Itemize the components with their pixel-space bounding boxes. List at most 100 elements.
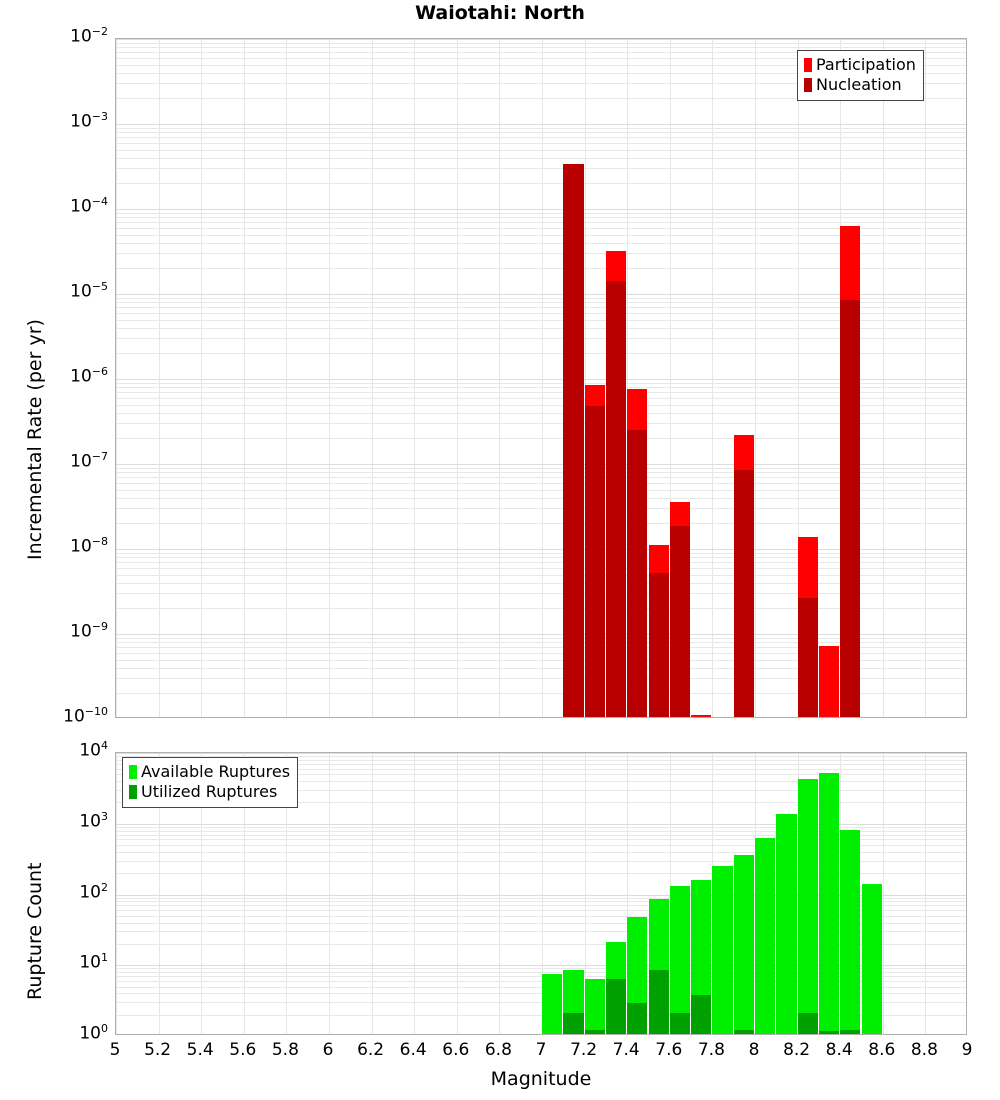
x-tick-label: 8 <box>748 1040 760 1060</box>
legend-label: Utilized Ruptures <box>141 782 278 801</box>
legend-entry[interactable]: Participation <box>804 55 916 75</box>
legend-entry[interactable]: Available Ruptures <box>129 762 290 782</box>
legend-entry[interactable]: Utilized Ruptures <box>129 782 290 802</box>
x-tick-label: 7.8 <box>697 1040 725 1060</box>
bar <box>861 753 882 1034</box>
bar <box>669 39 691 717</box>
bar <box>691 753 712 1034</box>
x-tick-label: 6.2 <box>357 1040 385 1060</box>
bar-segment-available-ruptures <box>861 884 882 1034</box>
bar-segment-nucleation <box>563 164 584 717</box>
x-tick-label: 8.8 <box>910 1040 938 1060</box>
x-tick-label: 7 <box>535 1040 547 1060</box>
x-tick-label: 5 <box>109 1040 121 1060</box>
bar <box>840 753 861 1034</box>
top-y-axis-label: Incremental Rate (per yr) <box>24 319 46 560</box>
bar-segment-available-ruptures <box>584 978 605 1034</box>
y-tick-label: 102 <box>79 880 108 903</box>
x-tick-label: 6.6 <box>442 1040 470 1060</box>
y-tick-label: 10−10 <box>63 705 108 727</box>
y-tick-label: 10−4 <box>70 195 108 217</box>
bar-segment-available-ruptures <box>712 865 733 1034</box>
bar-segment-nucleation <box>627 429 648 717</box>
bar <box>648 753 669 1034</box>
y-tick-label: 10−3 <box>70 110 108 132</box>
y-tick-label: 10−2 <box>70 25 108 47</box>
bar <box>648 39 669 717</box>
legend-swatch-icon <box>129 765 137 779</box>
top-legend: Participation Nucleation <box>797 50 924 101</box>
page-title: Waiotahi: North <box>415 2 585 24</box>
bar-segment-nucleation <box>648 572 669 717</box>
y-tick-label: 10−9 <box>70 620 108 642</box>
bar <box>818 39 840 717</box>
x-tick-label: 5.6 <box>229 1040 257 1060</box>
bar <box>542 753 563 1034</box>
bar-segment-utilized-ruptures <box>669 1012 691 1034</box>
legend-swatch-icon <box>804 78 812 92</box>
bar <box>797 39 818 717</box>
y-tick-label: 10−7 <box>70 450 108 472</box>
bar-segment-participation <box>691 715 712 717</box>
bar <box>563 753 584 1034</box>
legend-label: Available Ruptures <box>141 762 291 781</box>
x-tick-label: 6 <box>322 1040 334 1060</box>
bar <box>712 753 733 1034</box>
bar-segment-available-ruptures <box>733 854 754 1034</box>
bar-segment-available-ruptures <box>669 885 691 1034</box>
bar <box>627 39 648 717</box>
rupture-count-plot <box>115 752 967 1035</box>
bar-segment-utilized-ruptures <box>563 1012 584 1034</box>
x-tick-label: 6.8 <box>484 1040 512 1060</box>
bar <box>584 753 605 1034</box>
x-tick-label: 7.2 <box>570 1040 598 1060</box>
bar-segment-utilized-ruptures <box>691 994 712 1034</box>
bar-segment-utilized-ruptures <box>840 1029 861 1034</box>
bar <box>733 753 754 1034</box>
bar <box>755 753 776 1034</box>
x-axis-label: Magnitude <box>490 1068 592 1090</box>
bar <box>584 39 605 717</box>
legend-swatch-icon <box>804 58 812 72</box>
bar-segment-participation <box>818 646 840 717</box>
bar <box>563 39 584 717</box>
bar-segment-available-ruptures <box>818 772 840 1034</box>
y-tick-label: 10−6 <box>70 365 108 387</box>
bar <box>733 39 754 717</box>
x-tick-label: 9 <box>961 1040 973 1060</box>
bar-segment-available-ruptures <box>776 813 797 1034</box>
legend-swatch-icon <box>129 785 137 799</box>
y-tick-label: 100 <box>79 1022 108 1044</box>
bar <box>669 753 691 1034</box>
y-tick-label: 104 <box>79 739 108 761</box>
bar-segment-nucleation <box>584 405 605 717</box>
y-tick-label: 103 <box>79 809 108 832</box>
x-tick-label: 8.6 <box>868 1040 896 1060</box>
bar-segment-nucleation <box>605 280 627 717</box>
x-tick-label: 5.2 <box>144 1040 172 1060</box>
bar-segment-available-ruptures <box>755 838 776 1034</box>
bottom-legend: Available Ruptures Utilized Ruptures <box>122 757 299 808</box>
incremental-rate-plot <box>115 38 967 718</box>
legend-entry[interactable]: Nucleation <box>804 75 916 95</box>
x-tick-label: 5.4 <box>186 1040 214 1060</box>
bar <box>797 753 818 1034</box>
bar-segment-utilized-ruptures <box>584 1029 605 1034</box>
bar-segment-available-ruptures <box>542 974 563 1034</box>
legend-label: Participation <box>816 55 916 74</box>
bar <box>605 39 627 717</box>
bottom-bar-series <box>116 753 966 1034</box>
bar-segment-utilized-ruptures <box>605 978 627 1034</box>
x-tick-label: 7.4 <box>612 1040 640 1060</box>
bar-segment-utilized-ruptures <box>797 1012 818 1034</box>
y-tick-label: 10−8 <box>70 535 108 557</box>
y-tick-label: 10−5 <box>70 280 108 302</box>
x-tick-label: 8.2 <box>783 1040 811 1060</box>
bar <box>627 753 648 1034</box>
bar-segment-nucleation <box>797 598 818 717</box>
top-bar-series <box>116 39 966 717</box>
bar-segment-utilized-ruptures <box>733 1029 754 1034</box>
x-tick-label: 6.4 <box>399 1040 427 1060</box>
bar-segment-nucleation <box>669 526 691 717</box>
